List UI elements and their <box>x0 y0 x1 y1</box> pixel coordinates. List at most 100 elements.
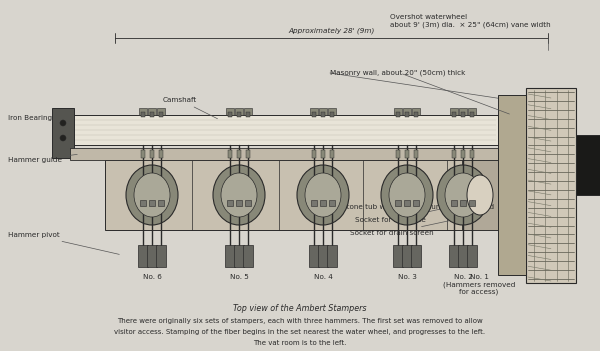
Bar <box>396 150 400 158</box>
Text: Top view of the Ambert Stampers: Top view of the Ambert Stampers <box>233 304 367 313</box>
Ellipse shape <box>134 173 170 217</box>
Bar <box>395 200 401 206</box>
Text: No. 6: No. 6 <box>143 274 161 280</box>
Bar <box>403 108 411 115</box>
Bar <box>70 148 498 160</box>
Bar <box>226 108 234 115</box>
Bar <box>227 200 233 206</box>
Bar <box>576 135 600 195</box>
Bar <box>404 200 410 206</box>
Text: Iron Bearing: Iron Bearing <box>8 115 71 123</box>
Bar <box>310 108 318 115</box>
Bar <box>452 150 456 158</box>
Text: There were originally six sets of stampers, each with three hammers. The first s: There were originally six sets of stampe… <box>117 318 483 324</box>
Bar <box>156 245 166 267</box>
Bar <box>70 115 498 145</box>
Bar <box>235 108 243 115</box>
Bar <box>405 112 409 117</box>
Bar <box>470 112 474 117</box>
Bar <box>460 200 466 206</box>
Bar <box>449 245 459 267</box>
Bar <box>413 200 419 206</box>
Text: Overshot waterwheel
about 9' (3m) dia.  × 25" (64cm) vane width: Overshot waterwheel about 9' (3m) dia. ×… <box>390 14 551 27</box>
Bar <box>526 88 576 283</box>
Bar <box>320 200 326 206</box>
Text: Camshaft: Camshaft <box>163 97 218 119</box>
Bar <box>312 150 316 158</box>
Bar <box>498 95 526 275</box>
Bar <box>412 108 420 115</box>
Ellipse shape <box>221 173 257 217</box>
Ellipse shape <box>60 120 66 126</box>
Bar <box>234 245 244 267</box>
Bar <box>327 245 337 267</box>
Ellipse shape <box>467 175 493 215</box>
Bar <box>139 108 147 115</box>
Bar <box>105 160 498 230</box>
Ellipse shape <box>126 165 178 225</box>
Text: No. 5: No. 5 <box>230 274 248 280</box>
Bar <box>461 112 465 117</box>
Bar <box>158 200 164 206</box>
Bar <box>458 245 468 267</box>
Ellipse shape <box>389 173 425 217</box>
Bar <box>330 150 334 158</box>
Bar <box>319 108 327 115</box>
Bar <box>237 150 241 158</box>
Text: No. 1
(Hammers removed
for access): No. 1 (Hammers removed for access) <box>443 274 515 295</box>
Bar <box>459 108 467 115</box>
Bar <box>225 245 235 267</box>
Bar <box>141 112 145 117</box>
Bar <box>402 245 412 267</box>
Bar <box>246 112 250 117</box>
Bar <box>452 112 456 117</box>
Text: The vat room is to the left.: The vat room is to the left. <box>253 340 347 346</box>
Bar <box>396 112 400 117</box>
Ellipse shape <box>445 173 481 217</box>
Bar <box>393 245 403 267</box>
Bar <box>244 108 252 115</box>
Text: Hammer guide: Hammer guide <box>8 154 77 163</box>
Ellipse shape <box>60 135 66 141</box>
Bar <box>159 150 163 158</box>
Bar <box>467 245 477 267</box>
Bar <box>411 245 421 267</box>
Text: No. 3: No. 3 <box>398 274 416 280</box>
Bar <box>148 108 156 115</box>
Text: No. 4: No. 4 <box>314 274 332 280</box>
Bar <box>461 150 465 158</box>
Bar <box>414 112 418 117</box>
Bar <box>228 150 232 158</box>
Bar <box>318 245 328 267</box>
Bar <box>309 245 319 267</box>
Bar <box>228 112 232 117</box>
Bar <box>157 108 165 115</box>
Text: Masonry wall, about 20" (50cm) thick: Masonry wall, about 20" (50cm) thick <box>330 70 466 76</box>
Bar <box>451 200 457 206</box>
Bar <box>330 112 334 117</box>
Bar <box>159 112 163 117</box>
Bar <box>394 108 402 115</box>
Text: Stone tub with wooden surround removed: Stone tub with wooden surround removed <box>342 184 494 210</box>
Ellipse shape <box>213 165 265 225</box>
Bar <box>468 108 476 115</box>
Ellipse shape <box>297 165 349 225</box>
Bar <box>469 200 475 206</box>
Bar <box>243 245 253 267</box>
Bar <box>236 200 242 206</box>
Ellipse shape <box>381 165 433 225</box>
Bar <box>321 112 325 117</box>
Text: Hammer pivot: Hammer pivot <box>8 232 119 254</box>
Bar <box>311 200 317 206</box>
Bar <box>141 150 145 158</box>
Bar <box>450 108 458 115</box>
Ellipse shape <box>437 165 489 225</box>
Bar <box>470 150 474 158</box>
Bar <box>150 150 154 158</box>
Bar <box>414 150 418 158</box>
Bar <box>462 160 498 230</box>
Bar <box>245 200 251 206</box>
Bar <box>147 245 157 267</box>
Bar <box>328 108 336 115</box>
Bar <box>52 108 74 158</box>
